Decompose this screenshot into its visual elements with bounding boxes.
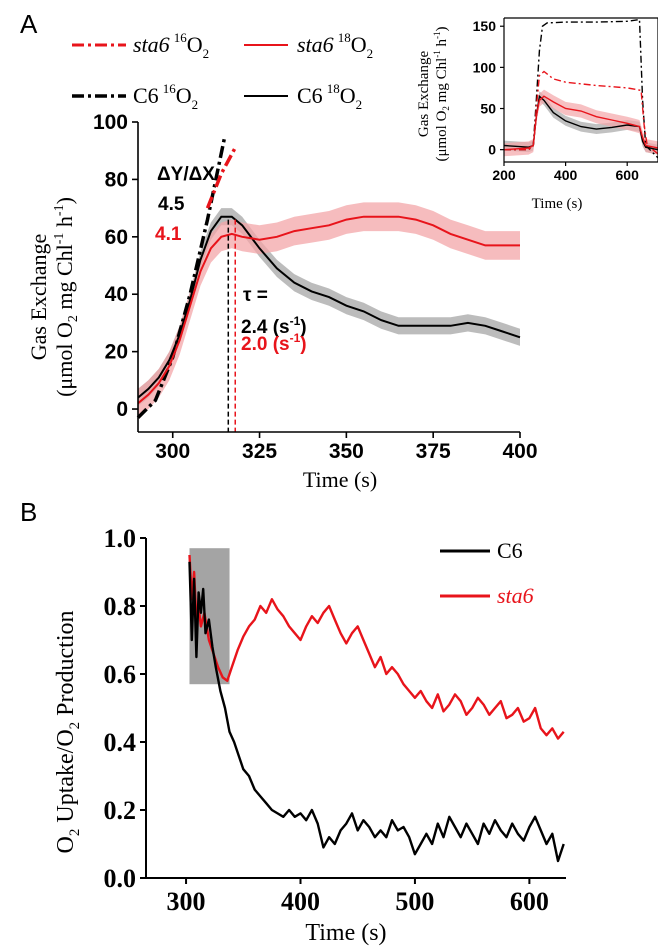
y-tick-label: 60 [105, 226, 128, 249]
x-tick-label: 400 [502, 440, 537, 463]
x-tick-label: 300 [167, 887, 206, 916]
x-tick-label: 375 [416, 440, 451, 463]
inset-yticks: 0 50 100 150 [473, 18, 504, 158]
series-c6_18 [137, 215, 521, 399]
inset-axes [503, 17, 658, 163]
slope-label: ΔY/ΔX [157, 164, 215, 185]
y-tick-label: 80 [105, 168, 128, 191]
x-tick-label: 200 [492, 167, 516, 183]
slope-sta6-value: 4.1 [155, 224, 182, 245]
y-tick-label: 40 [105, 283, 128, 306]
panel-a-letter: A [20, 9, 38, 39]
series-b-sta6 [188, 554, 565, 740]
legend-b-sta6-label: sta6 [497, 583, 534, 608]
x-tick-label: 350 [329, 440, 364, 463]
legend-a: sta6 16O2 sta6 18O2 C6 16O2 C6 18O2 [72, 30, 373, 112]
inset-series-sta6_18 [503, 95, 658, 151]
legend-c6-16-label: C6 16O2 [133, 81, 198, 112]
inset-lines [503, 18, 658, 159]
chart-a-ylabel-line2: (μmol O2 mg Chl-1 h-1) [52, 197, 81, 397]
tau-label: τ = [243, 285, 268, 306]
slope-c6-value: 4.5 [158, 194, 185, 215]
chart-a-axes [137, 122, 520, 433]
inset-xticks: 200 400 600 [492, 162, 639, 183]
y-tick-label: 100 [93, 111, 128, 134]
inset-ylabel-line2: (μmol O2 mg Chl-1 h-1) [432, 26, 451, 161]
tau-c6-value: 2.4 (s-1) [241, 314, 307, 338]
x-tick-label: 300 [155, 440, 190, 463]
series-b-c6 [188, 561, 565, 863]
series-sta6_18 [137, 215, 520, 405]
legend-c6-18-label: C6 18O2 [297, 81, 362, 112]
chart-a-ylabel-line1: Gas Exchange [26, 234, 51, 360]
y-tick-label: 0 [488, 142, 496, 158]
y-tick-label: 0.2 [104, 796, 137, 825]
panel-b-letter: B [20, 497, 37, 527]
chart-a-xlabel: Time (s) [303, 467, 377, 492]
chart-b-xticks: 300 400 500 600 [167, 878, 549, 916]
inset-ylabel-line1: Gas Exchange [416, 51, 432, 138]
y-tick-label: 20 [105, 341, 128, 364]
inset-bands [504, 89, 658, 157]
legend-b-c6-label: C6 [497, 538, 523, 563]
x-tick-label: 400 [281, 887, 320, 916]
y-tick-label: 50 [480, 101, 496, 117]
chart-a-ylabel: Gas Exchange (μmol O2 mg Chl-1 h-1) [26, 197, 81, 397]
chart-a-lines [136, 136, 521, 419]
chart-a-xticks: 300 325 350 375 400 [155, 432, 538, 463]
y-tick-label: 100 [473, 59, 497, 75]
chart-b-yticks: 0.0 0.2 0.4 0.6 0.8 1.0 [104, 524, 146, 893]
x-tick-label: 600 [616, 167, 640, 183]
inset-xlabel: Time (s) [532, 196, 583, 212]
chart-a-vlines [227, 219, 236, 432]
y-tick-label: 0.8 [104, 592, 137, 621]
chart-b-ylabel-text: O2 Uptake/O2 Production [53, 611, 83, 854]
chart-b-axes [145, 538, 566, 879]
x-tick-label: 325 [242, 440, 277, 463]
chart-a-main: 300 325 350 375 400 0 20 40 60 80 100 [93, 111, 538, 463]
legend-sta6-16-label: sta6 16O2 [133, 30, 209, 61]
inset-ylabel: Gas Exchange (μmol O2 mg Chl-1 h-1) [416, 26, 451, 161]
inset-series-c6_16 [504, 18, 658, 159]
y-tick-label: 0.0 [104, 864, 137, 893]
y-tick-label: 1.0 [104, 524, 137, 553]
chart-b: 300 400 500 600 0.0 0.2 0.4 0.6 0.8 1.0 [104, 524, 566, 916]
legend-sta6-18-label: sta6 18O2 [297, 30, 373, 61]
x-tick-label: 500 [395, 887, 434, 916]
chart-b-xlabel: Time (s) [305, 920, 386, 946]
chart-a-yticks: 0 20 40 60 80 100 [93, 111, 138, 421]
y-tick-label: 0.6 [104, 660, 137, 689]
inset-band-c6_18 [504, 91, 658, 155]
chart-b-lines [188, 554, 565, 863]
y-tick-label: 0 [116, 398, 128, 421]
inset-series-sta6_16 [504, 70, 658, 155]
band-sta6_18 [138, 202, 520, 418]
tau-sta6-value: 2.0 (s-1) [241, 331, 307, 355]
series-sta6_16 [205, 146, 237, 209]
legend-b: C6 sta6 [440, 538, 534, 608]
x-tick-label: 400 [554, 167, 578, 183]
x-tick-label: 600 [510, 887, 549, 916]
y-tick-label: 0.4 [104, 728, 137, 757]
chart-a-inset: 200 400 600 0 50 100 150 [473, 17, 658, 183]
chart-b-ylabel: O2 Uptake/O2 Production [53, 611, 83, 854]
chart-a-bands [138, 202, 520, 418]
y-tick-label: 150 [473, 18, 497, 34]
